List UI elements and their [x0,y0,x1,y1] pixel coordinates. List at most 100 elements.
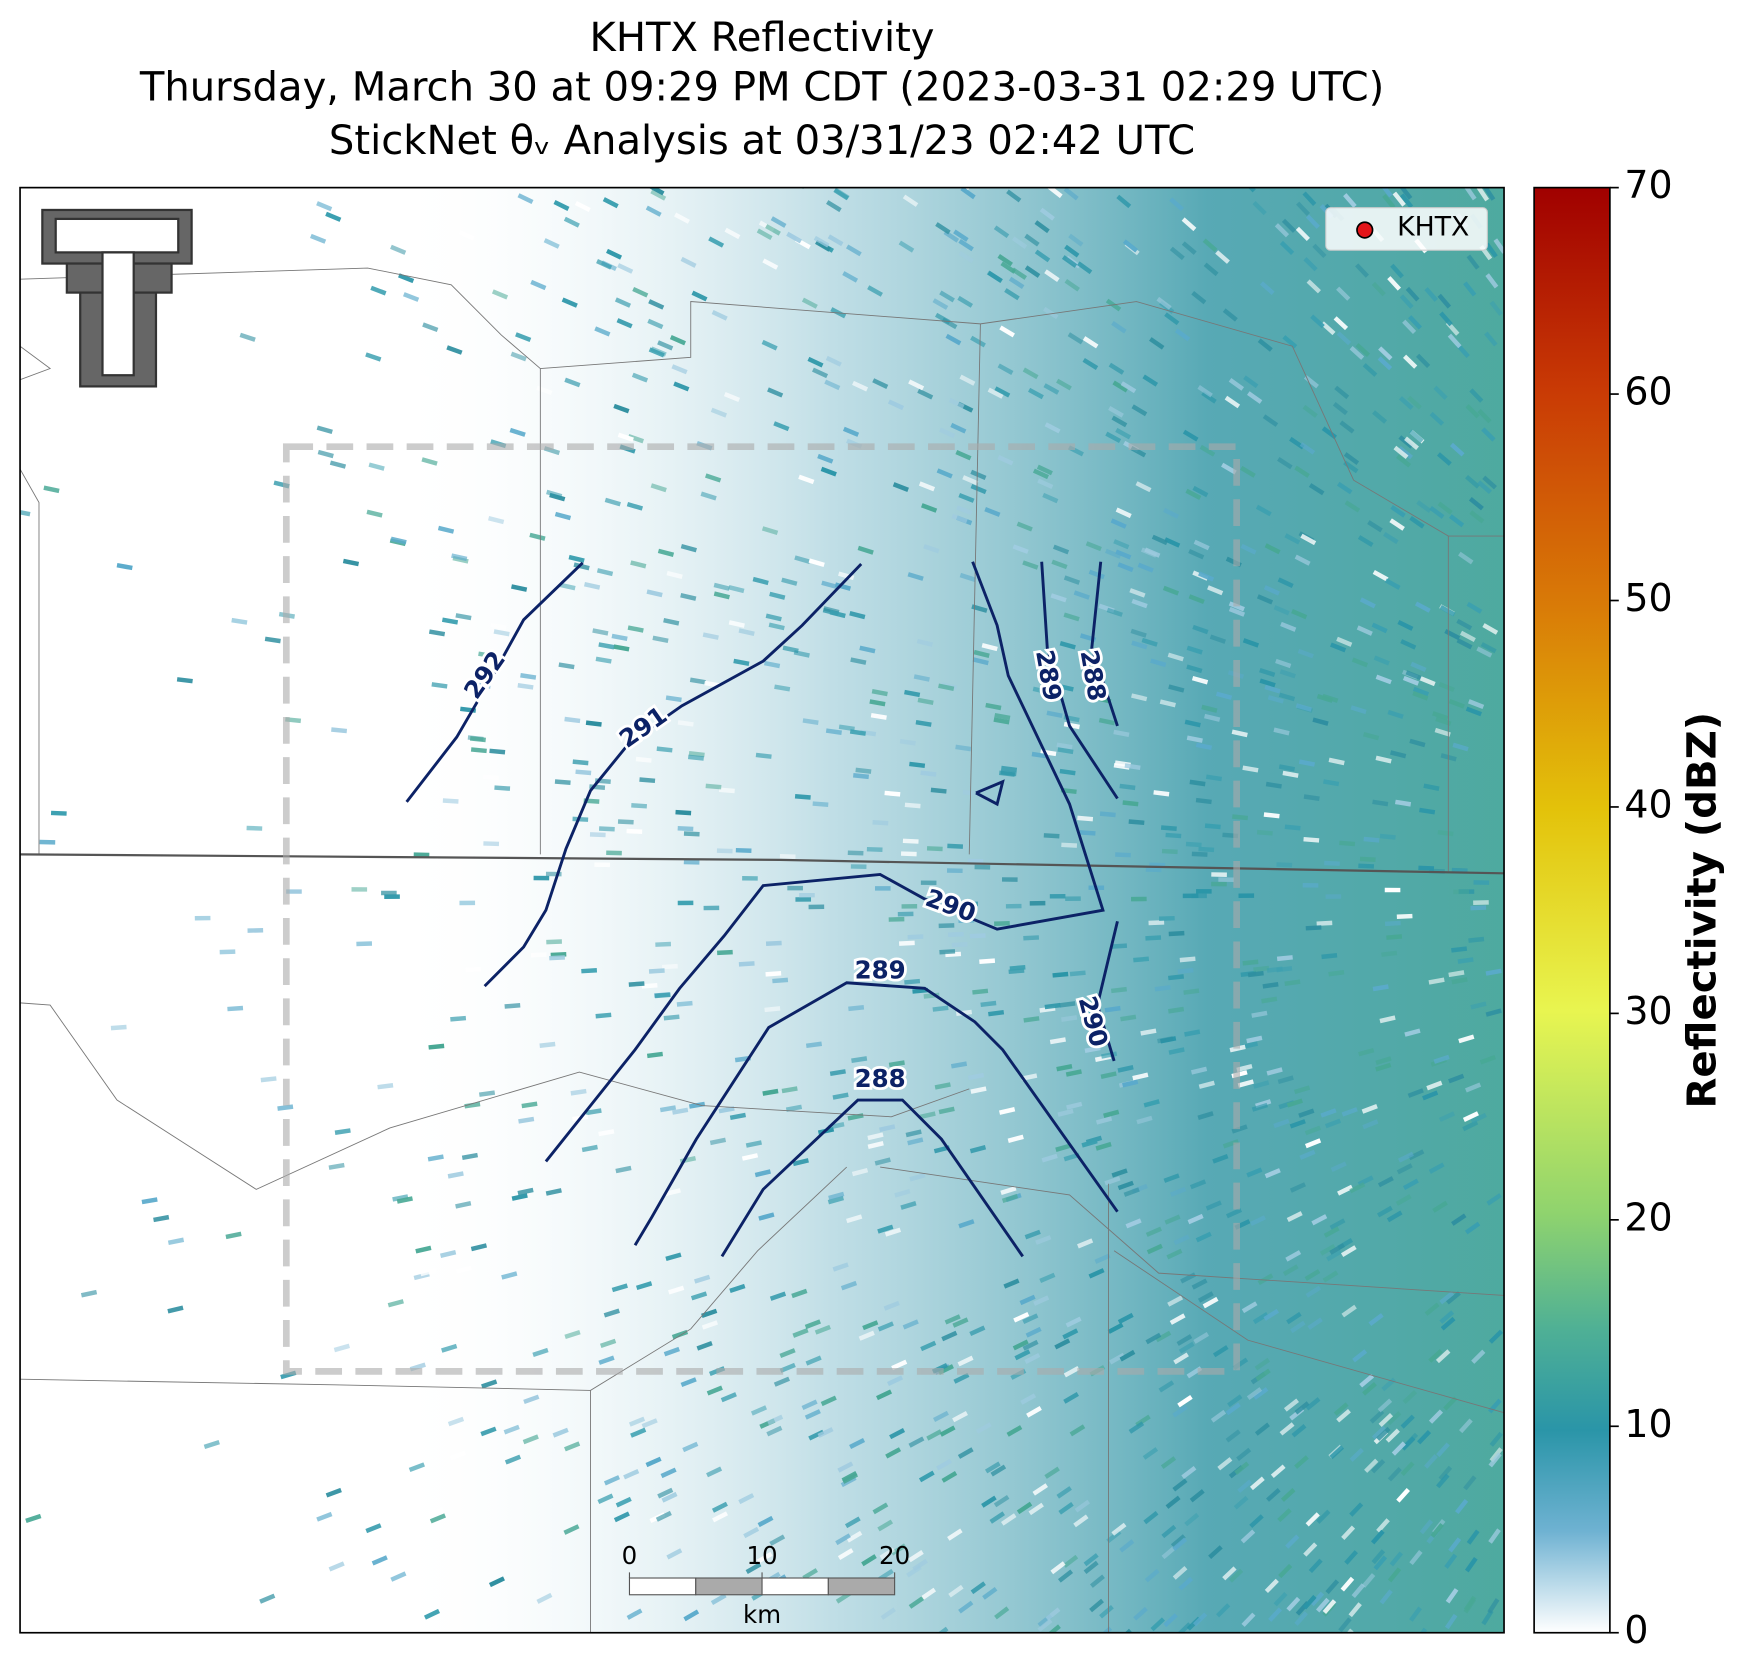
radar-gate [483,841,500,847]
radar-gate [465,966,482,973]
radar-gate [1451,1213,1467,1226]
radar-gate [1489,1431,1503,1447]
radar-gate [441,617,459,625]
radar-gate [1154,985,1171,992]
radar-gate [1336,331,1352,346]
radar-gate [939,290,955,303]
radar-gate [663,618,680,626]
radar-gate [365,352,382,362]
radar-gate [1106,1530,1122,1544]
radar-gate [970,335,986,348]
radar-gate [880,1607,896,1620]
radar-gate [315,966,332,972]
radar-gate [1440,1316,1456,1331]
radar-gate [655,941,672,947]
radar-gate [1193,539,1210,551]
logo [41,208,193,388]
radar-gate [1465,404,1480,419]
radar-gate [627,625,644,633]
radar-gate [1379,833,1396,840]
radar-gate [493,629,510,637]
radar-gate [1006,1425,1023,1437]
radar-gate [1479,1054,1496,1065]
radar-gate [1249,1476,1265,1491]
radar-gate [894,1188,911,1198]
radar-gate [948,397,965,409]
radar-gate [325,1487,342,1498]
radar-gate [950,1061,968,1069]
radar-gate [208,328,226,338]
radar-gate [711,309,728,321]
radar-background [20,187,1505,1633]
radar-gate [1172,1566,1188,1580]
radar-gate [683,1609,700,1622]
radar-gate [1339,840,1356,847]
radar-gate [1083,1560,1099,1574]
radar-gate [1073,1514,1089,1528]
radar-gate [1303,375,1319,389]
radar-gate [808,558,825,568]
radar-gate [1447,333,1462,349]
radar-gate [1264,1578,1279,1594]
radar-gate [1145,867,1162,873]
radar-gate [167,1237,185,1245]
radar-gate [1436,452,1452,466]
radar-gate [994,386,1011,398]
radar-gate [1014,1349,1031,1361]
radar-gate [1356,625,1373,636]
radar-gate [1372,799,1389,807]
radar-gate [1191,851,1208,857]
radar-gate [1387,276,1402,291]
radar-gate [1428,1348,1443,1363]
radar-gate [614,297,632,308]
radar-gate [1057,747,1074,755]
radar-gate [957,1447,974,1459]
radar-gate [1247,391,1263,404]
radar-gate [615,1496,632,1508]
radar-gate [1362,363,1378,377]
radar-gate [1352,1349,1368,1363]
radar-gate [1403,354,1418,369]
radar-gate [801,297,818,309]
radar-gate [1049,1037,1066,1045]
radar-gate [1387,1567,1402,1583]
contour-line [1040,561,1119,800]
radar-gate [917,388,934,400]
radar-gate [1372,410,1387,424]
radar-gate [879,1547,896,1560]
radar-gate [1290,1320,1306,1334]
radar-gate [1286,1596,1301,1612]
radar-gate [801,1399,818,1411]
radar-gate [1081,1138,1098,1148]
radar-gate [1284,824,1301,831]
radar-gate [702,632,719,640]
radar-gate [920,880,937,886]
radar-gate [450,1015,467,1022]
radar-gate [948,1584,964,1598]
radar-gate [1482,623,1499,635]
radar-gate [1253,1387,1269,1400]
radar-gate [1321,953,1338,960]
radar-gate [804,1409,821,1420]
radar-gate [1186,735,1203,743]
radar-gate [1435,1349,1451,1364]
radar-gate [1131,693,1148,702]
radar-gate [1240,543,1257,555]
radar-gate [455,613,472,621]
radar-gate [1379,1589,1393,1605]
radar-gate [482,774,499,781]
radar-gate [1117,1312,1134,1325]
radar-gate [1362,1119,1379,1130]
radar-gate [1326,1249,1342,1262]
radar-gate [1276,862,1293,868]
colorbar-tick-label: 40 [1624,782,1672,826]
radar-gate [1419,1519,1434,1535]
radar-gate [1083,1015,1100,1023]
radar-gate [1165,1495,1181,1509]
radar-gate [1148,920,1165,926]
radar-gate [701,1320,719,1330]
radar-gate [657,548,675,558]
radar-gate [1311,1214,1328,1226]
radar-gate [793,650,810,658]
radar-gate [817,453,834,464]
